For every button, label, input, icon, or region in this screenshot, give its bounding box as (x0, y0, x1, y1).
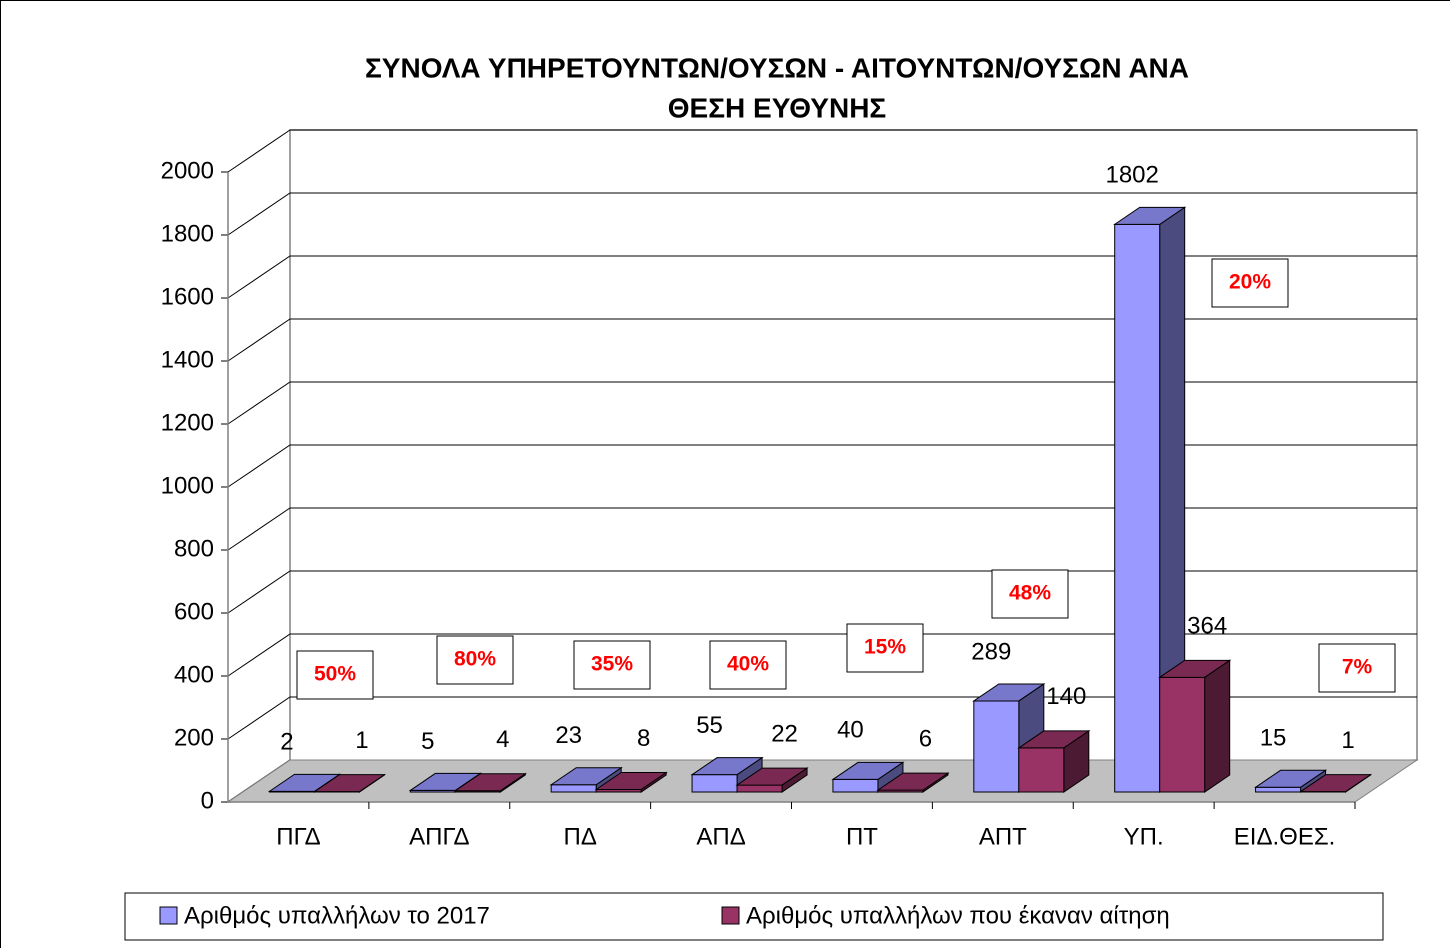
x-tick-label: ΥΠ. (1124, 823, 1164, 850)
chart-title: ΣΥΝΟΛΑ ΥΠΗΡΕΤΟΥΝΤΩΝ/ΟΥΣΩΝ - ΑΙΤΟΥΝΤΩΝ/ΟΥ… (365, 52, 1189, 83)
data-label: 364 (1187, 613, 1227, 640)
bar-side (1204, 659, 1231, 793)
annotation: 50% (314, 663, 356, 686)
data-label: 2 (280, 729, 293, 756)
chart-title: ΘΕΣΗ ΕΥΘΥΝΗΣ (668, 92, 886, 123)
bar-top (831, 761, 905, 780)
legend-label: Αριθμός υπαλλήλων που έκαναν αίτηση (746, 902, 1170, 929)
floor (226, 759, 1419, 803)
data-label: 289 (971, 638, 1011, 665)
data-label: 55 (696, 712, 723, 739)
grid-line (227, 444, 1417, 488)
y-tick-label: 600 (174, 598, 214, 625)
annotation-box (846, 623, 924, 673)
data-label: 5 (421, 728, 434, 755)
annotation: 7% (1342, 656, 1373, 679)
bar-top (1113, 206, 1187, 225)
x-tick-label: ΑΠΔ (696, 823, 745, 850)
annotation: 40% (727, 653, 769, 676)
x-tick-label: ΑΠΤ (979, 823, 1027, 850)
x-tick-label: ΕΙΔ.ΘΕΣ. (1234, 823, 1336, 850)
y-tick-label: 2000 (161, 157, 214, 184)
bar (1114, 223, 1161, 793)
legend-swatch (159, 906, 178, 925)
y-tick-label: 200 (174, 724, 214, 751)
data-label: 23 (555, 722, 582, 749)
y-tick-label: 1000 (161, 472, 214, 499)
bar-top (453, 773, 527, 792)
annotation-box (1211, 258, 1289, 308)
annotation: 15% (864, 636, 906, 659)
annotation-box (436, 635, 514, 685)
bar (1255, 786, 1302, 793)
data-label: 1802 (1105, 162, 1158, 189)
grid-line (227, 192, 1417, 236)
x-tick-label: ΠΔ (564, 823, 597, 850)
data-label: 1 (1341, 727, 1354, 754)
y-tick-label: 0 (201, 787, 214, 814)
y-tick-label: 1600 (161, 283, 214, 310)
x-tick-label: ΠΤ (846, 823, 878, 850)
annotation: 80% (454, 648, 496, 671)
bar-top (312, 774, 387, 793)
bar (550, 784, 597, 793)
bar-top (690, 757, 764, 776)
bar (832, 778, 879, 793)
annotation: 20% (1229, 271, 1271, 294)
bar-top (549, 767, 623, 786)
legend-label: Αριθμός υπαλλήλων το 2017 (184, 902, 490, 929)
bar-top (1017, 730, 1091, 749)
y-tick-label: 400 (174, 661, 214, 688)
annotation-box (296, 650, 374, 700)
bar-top (594, 771, 668, 790)
grid-line (227, 255, 1417, 299)
annotation-box (709, 640, 787, 690)
annotation-box (573, 640, 651, 690)
annotation: 48% (1009, 582, 1051, 605)
annotation-box (1318, 643, 1396, 693)
bar (1018, 747, 1065, 793)
bar-top (876, 772, 950, 791)
x-tick-label: ΠΓΔ (276, 823, 320, 850)
data-label: 22 (771, 720, 798, 747)
back-wall (225, 129, 1418, 803)
x-tick-label: ΑΠΓΔ (409, 823, 469, 850)
bar-top (1298, 774, 1373, 793)
y-tick-label: 800 (174, 535, 214, 562)
legend (124, 892, 1384, 941)
y-tick-label: 1800 (161, 220, 214, 247)
data-label: 1 (355, 727, 368, 754)
grid-line (227, 318, 1417, 362)
data-label: 4 (496, 726, 509, 753)
data-label: 6 (919, 725, 932, 752)
bar (691, 774, 738, 793)
bar (973, 700, 1020, 793)
data-label: 15 (1260, 725, 1287, 752)
data-label: 40 (837, 717, 864, 744)
grid-line (227, 507, 1417, 551)
legend-swatch (721, 906, 740, 925)
annotation: 35% (591, 653, 633, 676)
bar (1159, 676, 1206, 793)
bar-top (1158, 659, 1232, 678)
bar-top (972, 683, 1046, 702)
bar (736, 784, 783, 793)
annotation-box (991, 569, 1069, 619)
data-label: 140 (1046, 683, 1086, 710)
grid-line (227, 129, 1417, 173)
bar-top (735, 767, 809, 786)
data-label: 8 (637, 725, 650, 752)
grid-line (227, 381, 1417, 425)
bar-top (1253, 769, 1328, 788)
y-tick-label: 1200 (161, 409, 214, 436)
y-tick-label: 1400 (161, 346, 214, 373)
grid-line (227, 633, 1417, 677)
